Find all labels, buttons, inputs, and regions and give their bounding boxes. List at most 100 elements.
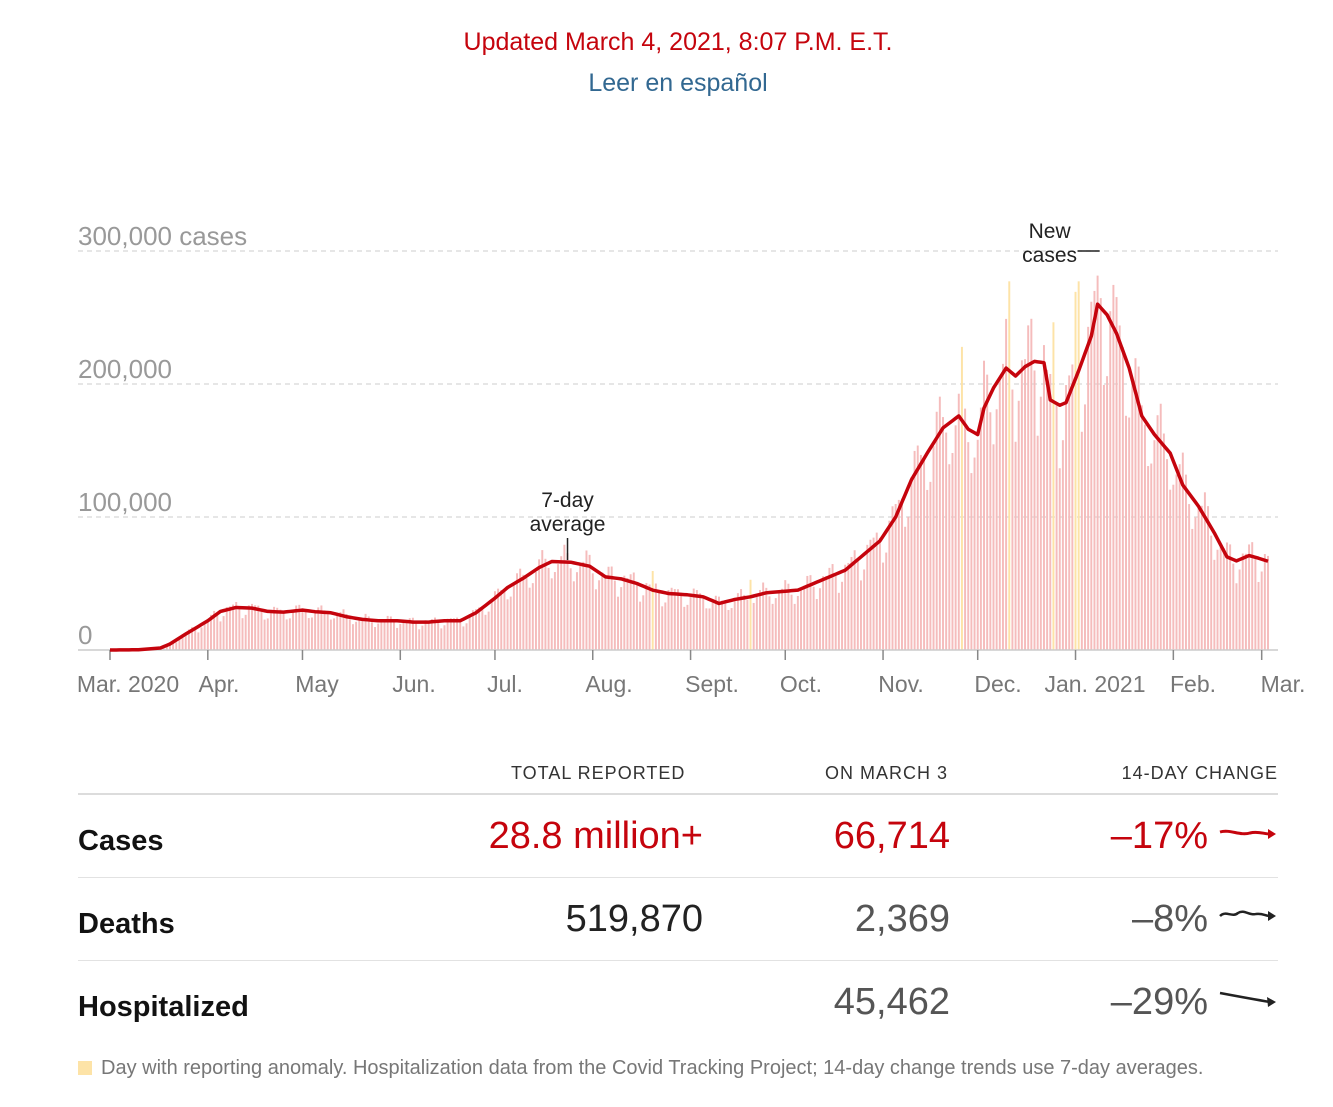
metric-label: Cases — [78, 825, 164, 857]
daily-bar — [1030, 318, 1033, 650]
change-value: –29% — [1110, 981, 1208, 1023]
daily-bar — [348, 619, 351, 650]
daily-bar — [541, 550, 544, 650]
daily-bar — [1172, 484, 1175, 650]
daily-bar — [888, 520, 891, 650]
daily-bar — [667, 589, 670, 650]
daily-bar — [1036, 435, 1039, 650]
daily-bar — [818, 588, 821, 650]
daily-bar — [1244, 553, 1247, 650]
daily-bar — [1137, 366, 1140, 650]
daily-bar — [187, 629, 190, 650]
daily-bar — [1226, 542, 1228, 650]
daily-bar — [661, 606, 664, 650]
daily-bar — [822, 576, 825, 650]
change-value: –8% — [1131, 898, 1208, 940]
daily-bar — [490, 599, 493, 650]
daily-bar — [503, 589, 506, 650]
daily-bar — [1055, 403, 1058, 650]
daily-bar — [673, 589, 676, 650]
daily-bar — [276, 607, 279, 650]
daily-bar — [859, 580, 862, 650]
daily-bar — [945, 432, 948, 650]
daily-bar — [705, 608, 708, 650]
daily-bar — [639, 601, 642, 650]
daily-bar — [232, 604, 235, 650]
daily-bar — [897, 499, 900, 650]
daily-bar — [664, 602, 667, 650]
daily-bar — [1024, 359, 1027, 650]
daily-bar — [1216, 549, 1219, 650]
daily-bar — [1159, 403, 1162, 650]
daily-bar — [1080, 431, 1083, 650]
summary-table: TOTAL REPORTED ON MARCH 3 14-DAY CHANGE … — [78, 756, 1278, 1043]
daily-bar — [424, 620, 427, 650]
daily-bar — [203, 621, 206, 650]
daily-bar — [831, 564, 834, 650]
daily-bar — [547, 567, 550, 650]
cases-chart: Mar. 2020 Apr. May Jun. Jul. Aug. Sept. Oct. Nov… — [77, 220, 1306, 697]
daily-bar — [787, 583, 790, 650]
daily-bar — [493, 591, 496, 650]
x-tick-label: Mar. 2020 — [77, 671, 179, 697]
daily-bar — [708, 608, 711, 650]
daily-bar — [544, 558, 547, 650]
daily-bar — [1125, 415, 1127, 650]
x-tick-label: Aug. — [585, 671, 632, 697]
daily-bar — [904, 526, 907, 650]
daily-bar — [405, 620, 408, 650]
x-tick-label: Feb. — [1170, 671, 1216, 697]
daily-bar — [796, 595, 799, 650]
spanish-link[interactable]: Leer en español — [588, 69, 768, 97]
daily-bar — [651, 570, 654, 650]
daily-bar — [500, 589, 503, 650]
daily-bar — [298, 604, 301, 650]
daily-bar — [809, 575, 812, 650]
daily-bar — [560, 556, 563, 650]
daily-bar — [273, 606, 276, 650]
daily-bar — [730, 608, 733, 650]
daily-bar — [1042, 345, 1045, 650]
daily-bar — [1194, 517, 1197, 650]
daily-bar — [396, 627, 399, 650]
updated-timestamp: Updated March 4, 2021, 8:07 P.M. E.T. — [463, 28, 893, 56]
annotation-average: 7-day — [541, 489, 594, 512]
daily-bar — [752, 602, 755, 650]
daily-bar — [1178, 464, 1181, 650]
daily-bar — [563, 544, 566, 650]
daily-bar — [1184, 474, 1187, 650]
daily-bar — [790, 594, 793, 650]
daily-bar — [629, 574, 632, 650]
daily-bar — [916, 445, 919, 650]
daily-bar — [266, 618, 269, 650]
daily-bar — [1074, 291, 1077, 650]
daily-bar — [932, 446, 935, 650]
daily-bar — [209, 614, 212, 650]
daily-bar — [1169, 489, 1172, 650]
daily-bar — [1140, 405, 1143, 650]
daily-bar — [288, 618, 291, 650]
daily-bar — [837, 592, 840, 650]
daily-bar — [853, 550, 856, 650]
daily-bar — [689, 593, 692, 650]
daily-bar — [960, 346, 963, 650]
daily-bar — [370, 622, 373, 650]
daily-bar — [194, 629, 197, 650]
daily-bar — [1207, 506, 1210, 650]
daily-bar — [1112, 284, 1115, 650]
daily-bar — [717, 596, 720, 650]
total-value: 28.8 million+ — [488, 815, 703, 857]
daily-bar — [1001, 363, 1004, 650]
daily-bar — [591, 573, 594, 650]
daily-bar — [635, 583, 638, 650]
daily-bar — [282, 611, 285, 650]
daily-bar — [1017, 400, 1020, 650]
daily-bar — [329, 619, 332, 650]
daily-bar — [550, 578, 553, 650]
daily-bar — [1143, 424, 1146, 650]
daily-bar — [607, 566, 610, 650]
daily-bar — [1257, 581, 1260, 650]
row-deaths: Deaths 519,870 2,369 –8% — [78, 878, 1278, 961]
daily-bar — [803, 585, 806, 650]
